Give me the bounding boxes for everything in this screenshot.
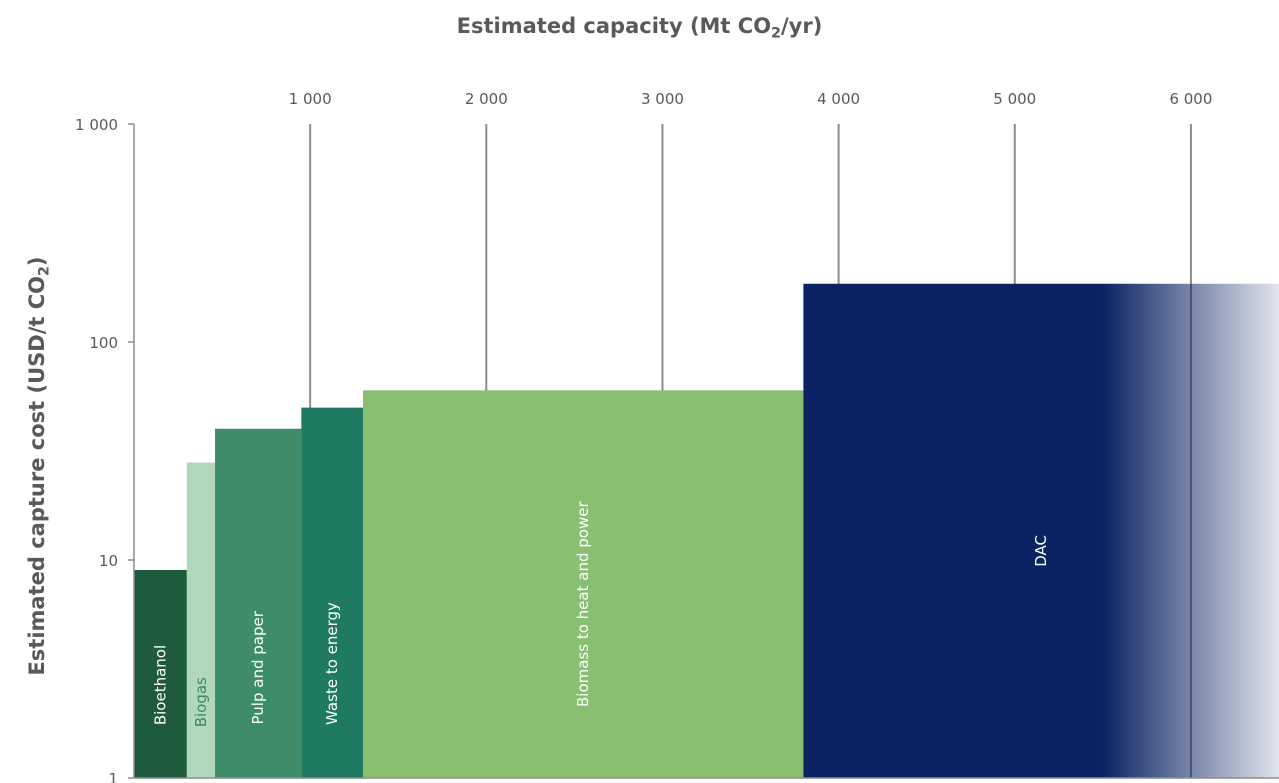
x-tick-labels: 1 000 2 000 3 000 4 000 5 000 6 000	[289, 90, 1213, 108]
bar-label: Biogas	[192, 677, 210, 727]
bar-labels: Bioethanol Biogas Pulp and paper Waste to e…	[151, 501, 1050, 728]
x-tick-label: 5 000	[993, 90, 1036, 108]
y-tick-label: 1	[108, 770, 118, 783]
chart-title: Estimated capacity (Mt CO2/yr)	[456, 14, 823, 42]
bar-waste-to-energy	[301, 407, 363, 778]
x-tick-label: 1 000	[289, 90, 332, 108]
bar-dac	[803, 283, 1279, 778]
y-tick-label: 10	[99, 552, 118, 570]
bar-pulp-and-paper	[215, 428, 302, 778]
bars	[134, 283, 1279, 778]
bar-label: Bioethanol	[151, 645, 169, 725]
y-tick-labels: 1 10 100 1 000	[75, 116, 118, 783]
bar-biogas	[186, 462, 216, 778]
bar-biomass-to-heat-and-power	[363, 390, 804, 778]
x-tick-label: 6 000	[1169, 90, 1212, 108]
bar-bioethanol	[134, 569, 187, 778]
bar-label: Pulp and paper	[249, 610, 267, 724]
y-tick-label: 1 000	[75, 116, 118, 134]
x-tick-label: 3 000	[641, 90, 684, 108]
bar-label: Biomass to heat and power	[574, 501, 592, 707]
x-tick-label: 2 000	[465, 90, 508, 108]
x-tick-label: 4 000	[817, 90, 860, 108]
bar-label: DAC	[1032, 535, 1050, 567]
y-tick-label: 100	[89, 334, 118, 352]
bar-label: Waste to energy	[323, 602, 341, 725]
axes	[128, 123, 1279, 779]
